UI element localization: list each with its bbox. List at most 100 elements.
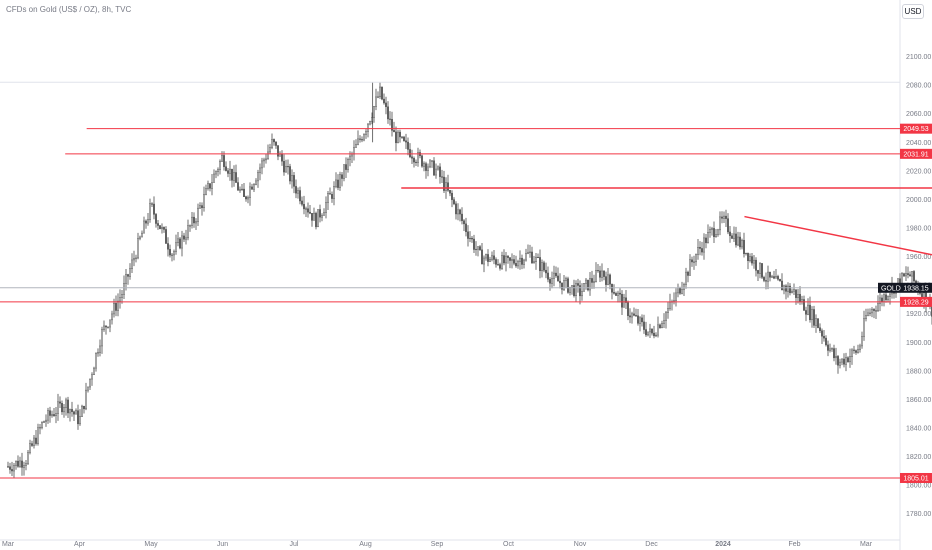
candle-body <box>247 197 249 200</box>
candle-body <box>609 274 611 285</box>
candle-body <box>763 277 765 281</box>
candle-body <box>849 356 851 363</box>
candle-body <box>785 285 787 292</box>
candle-body <box>99 345 101 353</box>
candle-body <box>851 349 853 357</box>
candle-body <box>139 236 141 239</box>
candle-body <box>853 349 855 351</box>
candle-body <box>205 188 207 195</box>
y-tick-label: 1860.00 <box>906 397 931 404</box>
y-tick-label: 1780.00 <box>906 511 931 518</box>
candle-body <box>779 279 781 282</box>
candle-body <box>839 361 841 366</box>
candle-body <box>663 320 665 324</box>
candle-body <box>163 227 165 230</box>
candle-body <box>9 466 11 470</box>
candle-body <box>271 139 273 148</box>
candle-body <box>719 216 721 231</box>
current-price-tag <box>878 282 932 293</box>
candle-body <box>633 313 635 316</box>
candle-body <box>841 358 843 363</box>
candle-body <box>61 403 63 413</box>
candle-body <box>211 182 213 189</box>
candle-body <box>555 272 557 277</box>
candle-body <box>833 348 835 359</box>
candle-body <box>753 259 755 264</box>
candle-body <box>327 193 329 203</box>
candle-body <box>187 225 189 239</box>
candle-body <box>393 130 395 133</box>
candle-body <box>819 327 821 331</box>
candle-body <box>815 318 817 326</box>
candle-body <box>11 469 13 472</box>
candle-body <box>481 249 483 265</box>
candle-body <box>245 196 247 200</box>
candle-body <box>399 131 401 138</box>
candle-body <box>155 214 157 224</box>
candle-body <box>517 261 519 267</box>
candle-body <box>619 292 621 295</box>
candle-body <box>773 276 775 279</box>
candle-body <box>641 317 643 323</box>
trendline[interactable] <box>744 215 932 293</box>
candle-body <box>465 223 467 233</box>
candle-body <box>655 334 657 337</box>
y-tick-label: 1800.00 <box>906 483 931 490</box>
candle-body <box>485 254 487 259</box>
candle-body <box>497 264 499 266</box>
candle-body <box>195 221 197 224</box>
candle-body <box>795 289 797 298</box>
candle-body <box>223 155 225 167</box>
candle-body <box>889 293 891 297</box>
x-tick-label: May <box>144 541 158 548</box>
candle-body <box>761 263 763 278</box>
candle-body <box>505 255 507 264</box>
candle-body <box>283 160 285 173</box>
candle-body <box>777 276 779 280</box>
candle-body <box>7 466 9 468</box>
candle-body <box>345 164 347 170</box>
candle-body <box>179 238 181 249</box>
y-tick-label: 2020.00 <box>906 168 931 175</box>
candle-body <box>285 166 287 173</box>
candle-body <box>13 465 15 472</box>
candle-body <box>447 182 449 191</box>
candle-body <box>873 309 875 311</box>
candle-body <box>379 86 381 98</box>
candle-body <box>681 289 683 294</box>
candle-body <box>329 193 331 195</box>
candle-body <box>855 350 857 353</box>
currency-button[interactable]: USD <box>902 4 924 19</box>
candle-body <box>705 237 707 244</box>
candle-body <box>695 254 697 263</box>
candle-body <box>143 220 145 234</box>
candle-body <box>293 175 295 187</box>
candle-body <box>153 203 155 215</box>
candle-body <box>653 332 655 337</box>
candle-body <box>231 168 233 181</box>
candle-body <box>433 160 435 176</box>
candle-body <box>141 232 143 238</box>
candle-body <box>323 212 325 216</box>
candle-body <box>389 118 391 120</box>
candle-body <box>703 237 705 253</box>
candle-body <box>17 460 19 467</box>
candle-body <box>789 285 791 294</box>
candle-body <box>595 270 597 282</box>
candle-body <box>169 249 171 256</box>
y-tick-label: 2040.00 <box>906 140 931 147</box>
candle-body <box>355 144 357 148</box>
candle-body <box>113 303 115 315</box>
x-tick-label: Jul <box>290 541 299 548</box>
candle-body <box>95 352 97 369</box>
candle-body <box>275 141 277 146</box>
candle-body <box>457 209 459 215</box>
candle-body <box>33 437 35 446</box>
candle-body <box>261 160 263 169</box>
candle-body <box>427 166 429 171</box>
candle-body <box>75 410 77 415</box>
candle-body <box>375 96 377 107</box>
candle-body <box>159 225 161 230</box>
